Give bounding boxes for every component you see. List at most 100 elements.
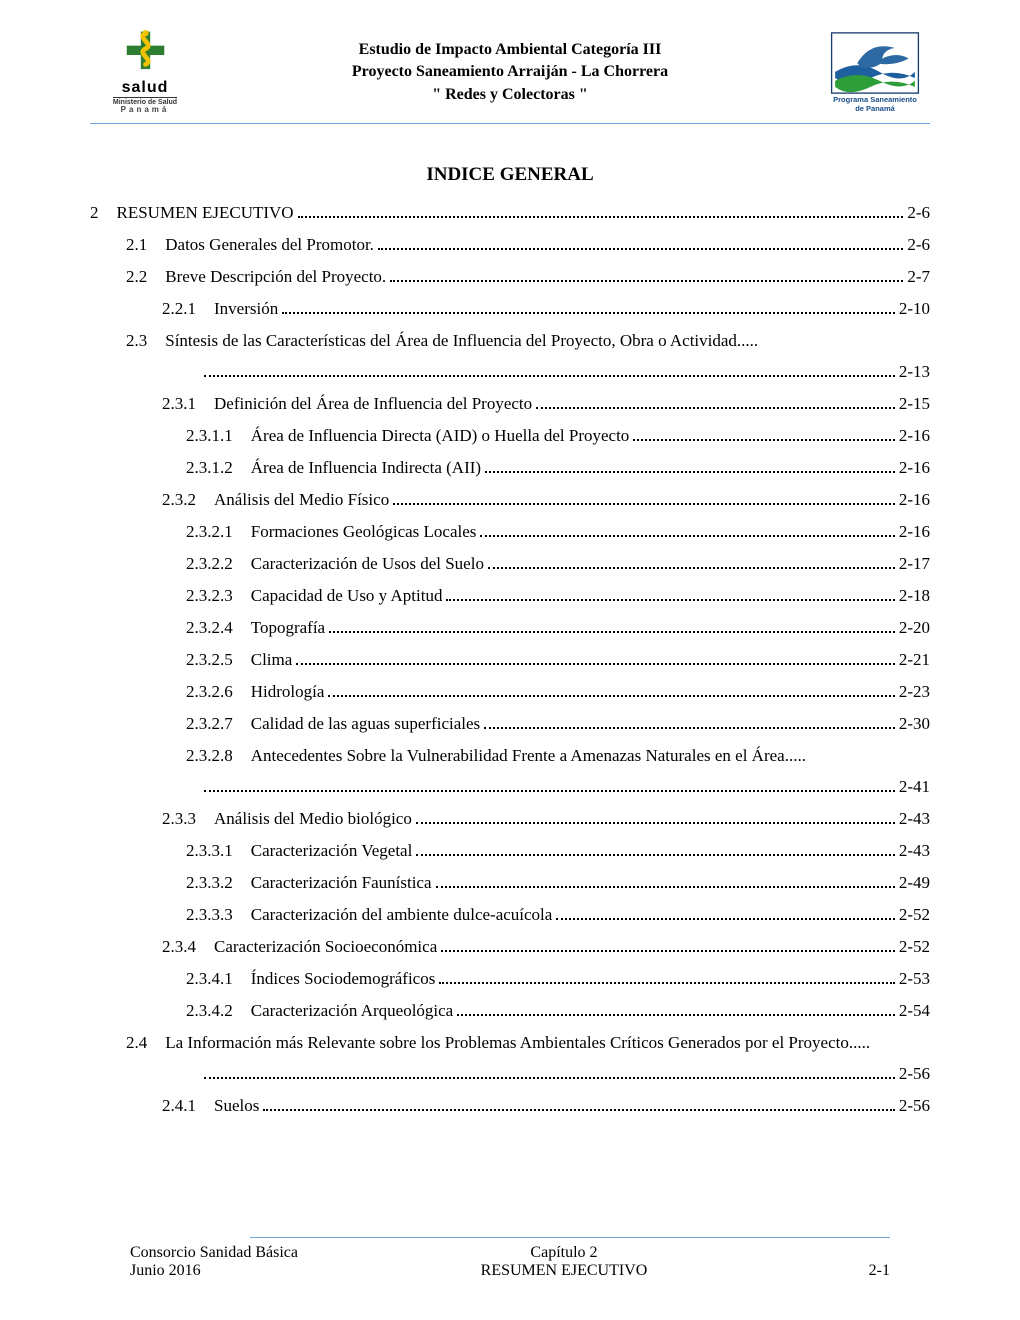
toc-entry-label: Caracterización Vegetal — [251, 842, 413, 859]
toc-dot-leader — [296, 654, 895, 665]
footer-left-line2: Junio 2016 — [130, 1262, 298, 1280]
toc-entry: 2.3.1.2Área de Influencia Indirecta (AII… — [90, 459, 930, 477]
toc-entry-page: 2-52 — [899, 906, 930, 923]
footer-rule — [250, 1237, 890, 1238]
toc-dot-leader — [441, 941, 895, 952]
toc-entry: 2.1Datos Generales del Promotor. 2-6 — [90, 236, 930, 254]
toc-dot-leader — [329, 622, 895, 633]
toc-entry-label: Análisis del Medio Físico — [214, 491, 389, 508]
toc-dot-leader — [328, 686, 894, 697]
toc-entry-number: 2.4 — [126, 1034, 165, 1051]
footer-left: Consorcio Sanidad Básica Junio 2016 — [130, 1244, 298, 1280]
toc-entry: 2.3.4.2Caracterización Arqueológica 2-54 — [90, 1002, 930, 1020]
toc-entry-number: 2.1 — [126, 236, 165, 253]
toc-entry-page: 2-6 — [907, 204, 930, 221]
toc-entry-number: 2.3.3.1 — [186, 842, 251, 859]
toc-entry-number: 2.2 — [126, 268, 165, 285]
toc-dot-leader — [204, 1068, 895, 1079]
toc-entry: 2.3.3.1Caracterización Vegetal 2-43 — [90, 842, 930, 860]
toc-entry-label: Caracterización Faunística — [251, 874, 432, 891]
toc-entry-number: 2.3.3.3 — [186, 906, 251, 923]
toc-entry-number: 2.3.4 — [162, 938, 214, 955]
toc-dot-leader — [282, 303, 895, 314]
toc-entry: 2.3.3Análisis del Medio biológico 2-43 — [90, 810, 930, 828]
toc-body: 2RESUMEN EJECUTIVO 2-62.1Datos Generales… — [90, 204, 930, 1115]
toc-entry-page: 2-16 — [899, 523, 930, 540]
toc-entry: 2.3.1.1Área de Influencia Directa (AID) … — [90, 427, 930, 445]
toc-entry-page: 2-15 — [899, 395, 930, 412]
footer-page-number: 2-1 — [869, 1262, 890, 1279]
toc-entry-number: 2.3.1.1 — [186, 427, 251, 444]
toc-entry-number: 2.3.1.2 — [186, 459, 251, 476]
toc-entry: 2.3Síntesis de las Características del Á… — [90, 332, 930, 349]
toc-entry-number: 2.4.1 — [162, 1097, 214, 1114]
toc-dot-leader — [416, 813, 895, 824]
toc-dot-leader — [488, 558, 895, 569]
toc-entry-label: Capacidad de Uso y Aptitud — [251, 587, 443, 604]
toc-dot-leader — [263, 1100, 894, 1111]
toc-entry-page: 2-52 — [899, 938, 930, 955]
toc-entry-page: 2-20 — [899, 619, 930, 636]
toc-entry-page: 2-16 — [899, 459, 930, 476]
toc-entry-label: Síntesis de las Características del Área… — [165, 332, 737, 349]
toc-title: INDICE GENERAL — [90, 164, 930, 186]
toc-entry-page: 2-23 — [899, 683, 930, 700]
toc-dot-leader — [393, 494, 895, 505]
toc-entry: 2.3.3.2Caracterización Faunística 2-49 — [90, 874, 930, 892]
toc-entry-page: 2-6 — [907, 236, 930, 253]
page-footer: Consorcio Sanidad Básica Junio 2016 Capí… — [130, 1237, 890, 1280]
toc-entry-page: 2-16 — [899, 427, 930, 444]
toc-entry-label: Caracterización Socioeconómica — [214, 938, 437, 955]
toc-entry-label: Definición del Área de Influencia del Pr… — [214, 395, 532, 412]
toc-entry: 2.2.1Inversión 2-10 — [90, 300, 930, 318]
toc-entry-label: Breve Descripción del Proyecto. — [165, 268, 386, 285]
toc-entry-label: Topografía — [251, 619, 325, 636]
toc-entry-number: 2.3.4.2 — [186, 1002, 251, 1019]
toc-entry-page: 2-49 — [899, 874, 930, 891]
toc-entry-number: 2.3.3 — [162, 810, 214, 827]
header-title-block: Estudio de Impacto Ambiental Categoría I… — [200, 39, 820, 106]
toc-entry: 2.2Breve Descripción del Proyecto. 2-7 — [90, 268, 930, 286]
toc-entry-page: 2-17 — [899, 555, 930, 572]
footer-center-line2: RESUMEN EJECUTIVO — [298, 1262, 830, 1280]
toc-dot-leader — [480, 526, 894, 537]
toc-entry: 2.3.2.7Calidad de las aguas superficiale… — [90, 715, 930, 733]
toc-entry-number: 2.3.4.1 — [186, 970, 251, 987]
toc-entry-page: 2-21 — [899, 651, 930, 668]
toc-entry-continuation: 2-56 — [90, 1065, 930, 1083]
toc-entry: 2.3.3.3Caracterización del ambiente dulc… — [90, 906, 930, 924]
toc-entry-label: Índices Sociodemográficos — [251, 970, 436, 987]
toc-entry-label: Inversión — [214, 300, 278, 317]
toc-entry-number: 2.3.3.2 — [186, 874, 251, 891]
footer-right: 2-1 — [830, 1244, 890, 1280]
toc-entry-label: Clima — [251, 651, 293, 668]
toc-entry-label: Datos Generales del Promotor. — [165, 236, 374, 253]
toc-trailing-dots: ..... — [785, 747, 806, 764]
toc-entry: 2.3.1Definición del Área de Influencia d… — [90, 395, 930, 413]
toc-entry: 2.3.2.1Formaciones Geológicas Locales 2-… — [90, 523, 930, 541]
toc-dot-leader — [204, 781, 895, 792]
logo-salud-country: Panamá — [113, 106, 177, 115]
toc-entry-page: 2-13 — [899, 363, 930, 380]
footer-center-line1: Capítulo 2 — [298, 1244, 830, 1262]
toc-entry: 2.3.2.4Topografía 2-20 — [90, 619, 930, 637]
toc-dot-leader — [485, 462, 895, 473]
toc-entry-label: Calidad de las aguas superficiales — [251, 715, 480, 732]
toc-entry-continuation: 2-13 — [90, 363, 930, 381]
toc-entry-label: Área de Influencia Indirecta (AII) — [251, 459, 481, 476]
toc-dot-leader — [390, 271, 903, 282]
toc-entry-number: 2.3.2.1 — [186, 523, 251, 540]
toc-entry-number: 2.3.1 — [162, 395, 214, 412]
toc-dot-leader — [378, 239, 903, 250]
toc-entry-page: 2-41 — [899, 778, 930, 795]
toc-entry-label: Suelos — [214, 1097, 259, 1114]
toc-dot-leader — [298, 207, 904, 218]
toc-entry-page: 2-43 — [899, 810, 930, 827]
toc-entry-label: Antecedentes Sobre la Vulnerabilidad Fre… — [251, 747, 785, 764]
toc-entry-label: Caracterización del ambiente dulce-acuíc… — [251, 906, 553, 923]
logo-salud-brand: salud — [113, 79, 177, 97]
toc-entry-label: Formaciones Geológicas Locales — [251, 523, 477, 540]
toc-entry: 2.3.4.1Índices Sociodemográficos 2-53 — [90, 970, 930, 988]
toc-dot-leader — [457, 1005, 895, 1016]
saneamiento-icon — [830, 32, 920, 94]
